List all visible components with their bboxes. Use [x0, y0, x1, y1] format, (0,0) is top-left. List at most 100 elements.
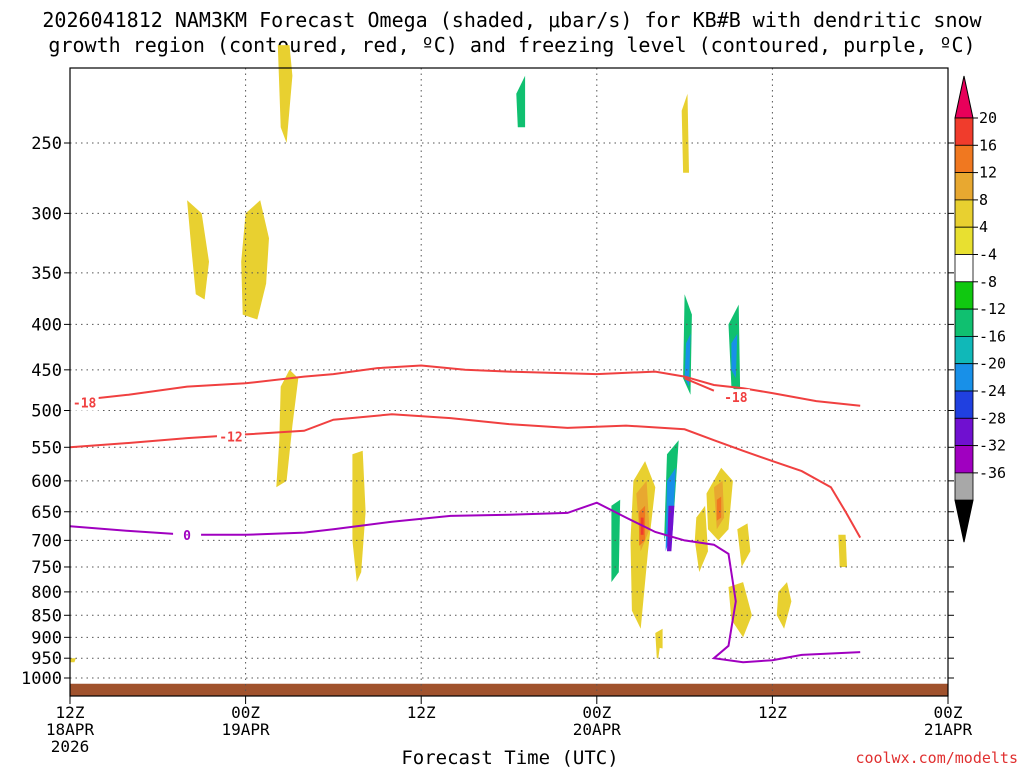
y-tick-label-650: 650 — [31, 503, 62, 523]
omega-region-31 — [776, 582, 792, 629]
colorbar-label-10: -24 — [979, 382, 1006, 400]
x-tick-label-12-1: 19APR — [222, 720, 271, 739]
colorbar-swatch-10 — [954, 363, 974, 392]
y-tick-label-350: 350 — [31, 264, 62, 284]
omega-region-3 — [276, 369, 299, 488]
colorbar-label-5: -4 — [979, 246, 997, 264]
y-tick-label-900: 900 — [31, 628, 62, 648]
colorbar-label-13: -36 — [979, 464, 1006, 482]
y-tick-label-950: 950 — [31, 649, 62, 669]
omega-region-35 — [70, 658, 76, 663]
omega-region-21 — [516, 75, 526, 128]
y-tick-label-450: 450 — [31, 361, 62, 381]
y-tick-label-400: 400 — [31, 315, 62, 335]
omega-region-2 — [241, 200, 269, 320]
omega-region-24 — [731, 333, 738, 379]
y-tick-label-300: 300 — [31, 204, 62, 224]
x-tick-label-24-0: 12Z — [407, 703, 436, 722]
x-tick-label-36-0: 00Z — [582, 703, 611, 722]
colorbar-label-7: -12 — [979, 300, 1006, 318]
omega-region-13 — [699, 572, 717, 667]
contour-label-1: -12 — [219, 431, 242, 446]
x-tick-label-0-0: 12Z — [56, 703, 85, 722]
colorbar-swatch-7 — [954, 281, 974, 310]
omega-region-4 — [352, 450, 366, 583]
credit-text: coolwx.com/modelts — [855, 749, 1018, 767]
omega-region-7 — [589, 186, 619, 426]
colorbar-swatch-13 — [954, 445, 974, 474]
colorbar-swatch-6 — [954, 254, 974, 283]
contour-line-1 — [69, 413, 862, 539]
y-tick-label-250: 250 — [31, 134, 62, 154]
surface-fill — [70, 683, 948, 696]
colorbar-swatch-2 — [954, 144, 974, 174]
contour-label-bg-3 — [173, 526, 202, 543]
omega-region-8 — [648, 304, 667, 455]
x-tick-label-0-2: 2026 — [51, 737, 90, 756]
y-tick-label-500: 500 — [31, 402, 62, 422]
y-tick-label-700: 700 — [31, 531, 62, 551]
colorbar-label-11: -28 — [979, 409, 1006, 427]
omega-region-16 — [772, 238, 777, 284]
colorbar-swatch-11 — [954, 390, 974, 419]
omega-region-14 — [151, 572, 182, 670]
colorbar-label-2: 12 — [979, 164, 997, 182]
omega-region-0 — [277, 45, 293, 143]
colorbar-label-3: 8 — [979, 191, 988, 209]
x-tick-label-36-1: 20APR — [573, 720, 622, 739]
surface-terrain — [70, 683, 948, 696]
temperature-contours: -18 -12 -18 0 — [69, 364, 862, 664]
colorbar-top-arrow — [954, 75, 974, 119]
y-tick-label-600: 600 — [31, 472, 62, 492]
gridlines — [70, 68, 948, 696]
contour-label-0: -18 — [73, 397, 97, 412]
colorbar-label-12: -32 — [979, 437, 1006, 455]
omega-region-29 — [737, 523, 751, 567]
contour-label-bg-2 — [721, 389, 750, 406]
colorbar-swatch-9 — [954, 335, 974, 365]
omega-region-5 — [409, 56, 439, 187]
x-tick-label-48-0: 12Z — [758, 703, 787, 722]
x-tick-label-60-0: 00Z — [934, 703, 963, 722]
omega-region-28 — [694, 505, 708, 573]
x-tick-label-12-0: 00Z — [231, 703, 260, 722]
contour-label-bg-0 — [70, 394, 99, 411]
y-tick-label-550: 550 — [31, 438, 62, 458]
colorbar-label-8: -16 — [979, 327, 1006, 345]
y-tick-label-1000: 1000 — [21, 669, 62, 689]
colorbar-label-4: 4 — [979, 218, 988, 236]
colorbar-label-6: -8 — [979, 273, 997, 291]
contour-line-3 — [69, 501, 861, 664]
colorbar-label-9: -20 — [979, 355, 1006, 373]
colorbar-swatch-12 — [954, 417, 974, 446]
x-axis-label: Forecast Time (UTC) — [401, 747, 618, 768]
chart-title-line-1: 2026041812 NAM3KM Forecast Omega (shaded… — [42, 8, 982, 32]
plot-frame — [69, 67, 949, 697]
omega-region-15 — [792, 352, 807, 411]
omega-region-41 — [658, 647, 670, 665]
colorbar-swatch-14 — [954, 472, 974, 501]
omega-region-1 — [187, 200, 209, 300]
omega-region-32 — [681, 93, 689, 173]
colorbar-swatch-5 — [954, 226, 974, 255]
contour-label-2: -18 — [724, 391, 748, 406]
omega-shaded-regions — [70, 45, 847, 670]
contour-line-2 — [684, 377, 715, 392]
y-tick-label-800: 800 — [31, 583, 62, 603]
colorbar-swatch-1 — [954, 117, 974, 146]
y-tick-label-850: 850 — [31, 606, 62, 626]
colorbar-bottom-arrow — [954, 499, 974, 543]
colorbar-swatch-3 — [954, 172, 974, 201]
contour-label-bg-1 — [216, 428, 245, 445]
x-tick-label-60-1: 21APR — [924, 720, 973, 739]
colorbar-label-0: 20 — [979, 109, 997, 127]
colorbar-label-1: 16 — [979, 136, 997, 154]
colorbar-swatch-4 — [954, 199, 974, 228]
colorbar-swatch-8 — [954, 308, 974, 337]
y-tick-label-750: 750 — [31, 558, 62, 578]
omega-colorbar: 20 16 12 8 4 -4 -8 -12 -16 -20 -24 -28 -32 -36 — [954, 75, 1006, 543]
contour-label-3: 0 — [183, 529, 191, 544]
x-tick-label-0-1: 18APR — [46, 720, 95, 739]
omega-region-39 — [716, 496, 722, 521]
